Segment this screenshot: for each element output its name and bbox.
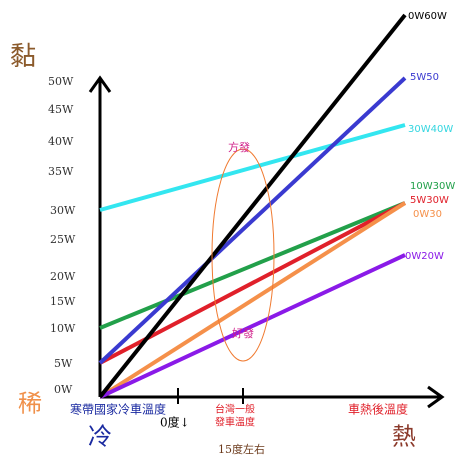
ellipse-bottom: 好發: [232, 326, 254, 340]
y-label: 20W: [50, 270, 76, 283]
y-label: 45W: [48, 103, 74, 116]
line-10w30w: [99, 201, 406, 330]
x-note: 0度↓: [160, 415, 190, 430]
x-right-label: 熱: [392, 423, 416, 451]
ellipse-top: 方發: [228, 140, 250, 154]
y-label: 25W: [50, 233, 76, 246]
line-0w30: [98, 201, 407, 399]
line-label: 10W30W: [410, 181, 455, 192]
y-arrow: [88, 75, 112, 93]
line-label: 0W20W: [405, 251, 444, 262]
y-label: 5W: [54, 357, 73, 370]
y-label: 0W: [54, 383, 73, 396]
y-label: 10W: [50, 322, 76, 335]
x-note: 車熱後溫度: [348, 402, 408, 417]
x-note: 發車溫度: [215, 416, 255, 429]
x-note: 寒帶國家冷車溫度: [70, 402, 166, 417]
y-label: 50W: [48, 75, 74, 88]
line-label: 0W60W: [408, 11, 447, 22]
y-label: 15W: [50, 295, 76, 308]
line-5w50: [98, 76, 407, 365]
line-0w60w: [98, 13, 407, 399]
x-note: 台灣一般: [215, 403, 255, 416]
line-30w40w: [99, 123, 406, 212]
y-bottom-label: 稀: [18, 390, 42, 418]
line-label: 0W30: [413, 209, 442, 220]
y-top-label: 黏: [10, 42, 36, 72]
y-label: 35W: [48, 165, 74, 178]
x-left-label: 冷: [88, 423, 112, 451]
x-note: 15度左右: [218, 442, 265, 456]
y-label: 30W: [50, 204, 76, 217]
x-arrow: [427, 385, 445, 409]
line-label: 30W40W: [408, 124, 453, 135]
line-label: 5W50: [410, 72, 439, 83]
y-label: 40W: [48, 135, 74, 148]
line-0w20w: [99, 253, 406, 399]
line-label: 5W30W: [410, 195, 449, 206]
ellipse: [211, 148, 275, 362]
